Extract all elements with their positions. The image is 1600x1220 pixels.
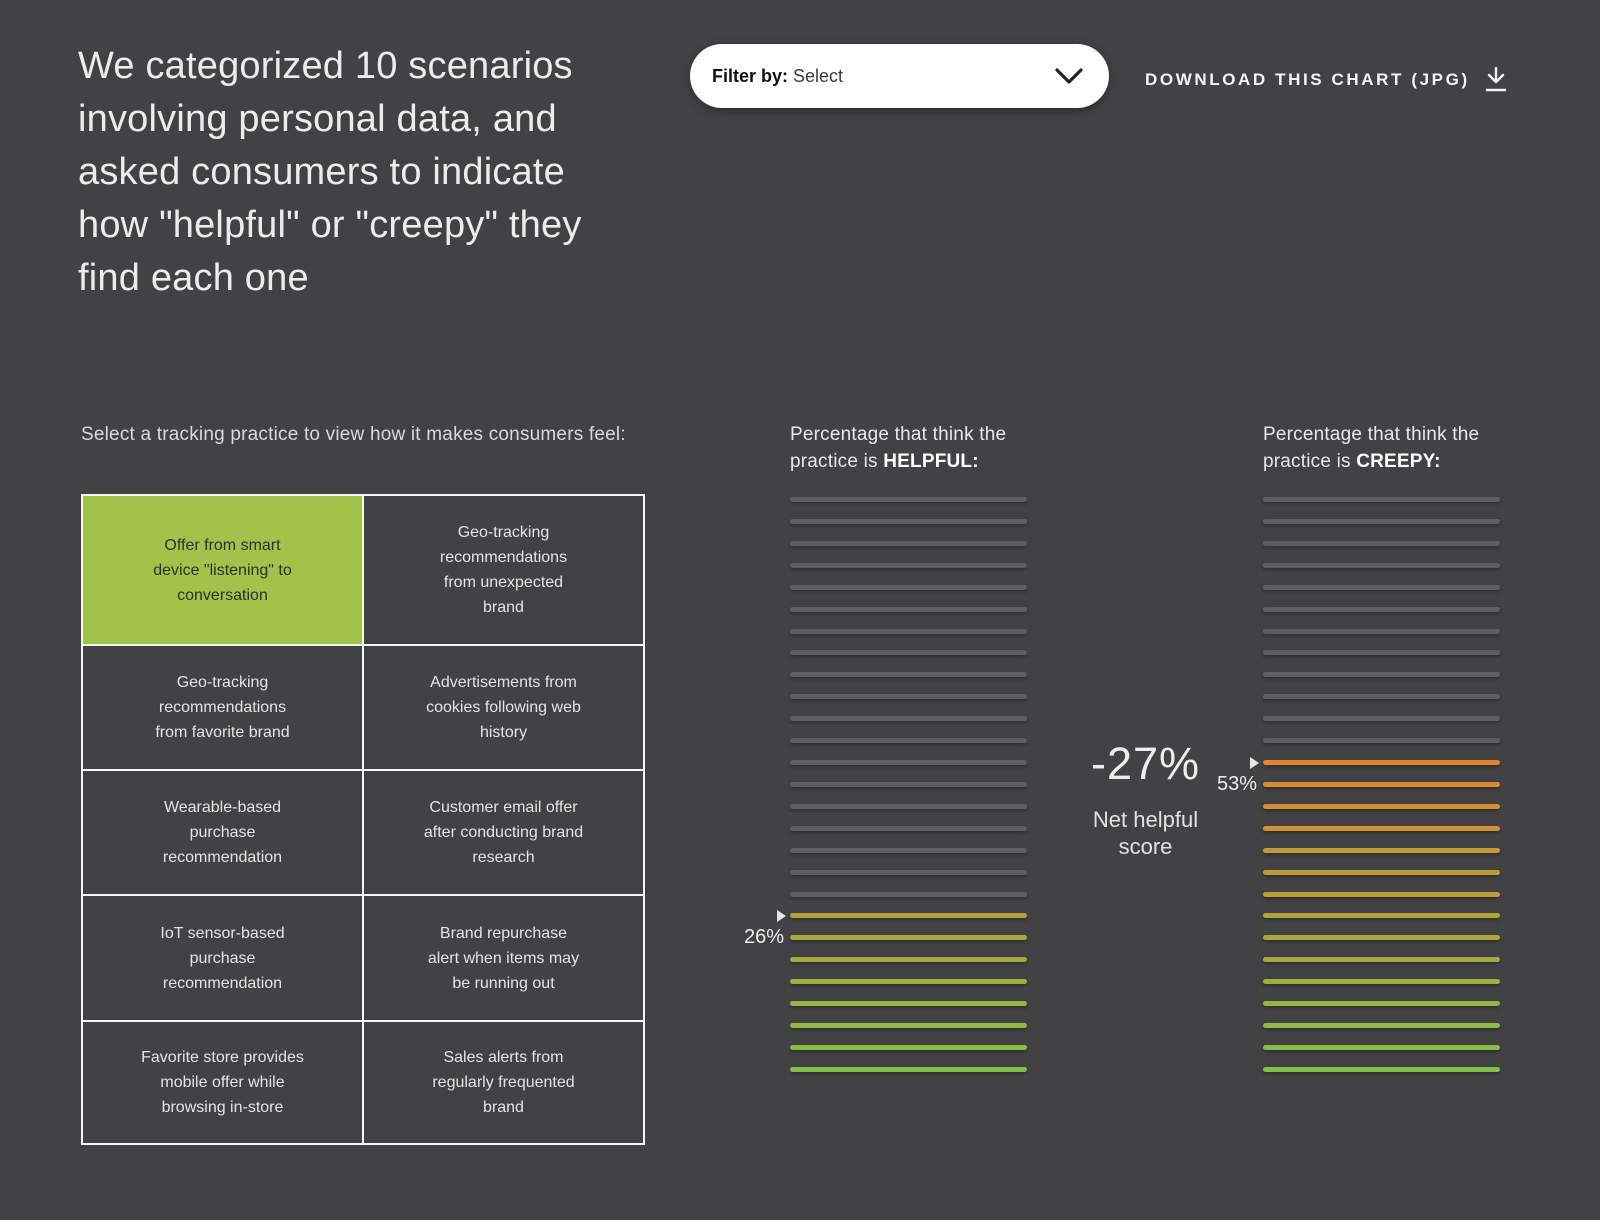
percent-line bbox=[1263, 1001, 1500, 1007]
percent-line bbox=[790, 628, 1027, 634]
percent-line bbox=[790, 562, 1027, 568]
filter-dropdown[interactable]: Filter by: Select bbox=[690, 44, 1109, 108]
percent-line bbox=[1263, 518, 1500, 524]
percent-line bbox=[1263, 672, 1500, 678]
percent-line bbox=[790, 847, 1027, 853]
percent-line bbox=[790, 913, 1027, 919]
practice-grid: Offer from smart device "listening" to c… bbox=[81, 494, 645, 1145]
chevron-down-icon bbox=[1055, 67, 1083, 84]
practice-cell-1[interactable]: Offer from smart device "listening" to c… bbox=[83, 496, 362, 644]
percent-line bbox=[1263, 979, 1500, 985]
pointer-percent-label: 26% bbox=[743, 926, 784, 949]
practice-cell-3[interactable]: Geo-tracking recommendations from favori… bbox=[83, 646, 362, 769]
percent-line bbox=[1263, 628, 1500, 634]
percent-line bbox=[790, 1045, 1027, 1050]
net-score-label: Net helpful score bbox=[1092, 807, 1199, 859]
percent-line bbox=[790, 1001, 1027, 1007]
pointer-triangle-icon bbox=[1250, 756, 1259, 769]
percent-line bbox=[790, 1023, 1027, 1029]
percent-line bbox=[790, 694, 1027, 700]
percent-line bbox=[1263, 1066, 1500, 1072]
percent-line bbox=[790, 825, 1027, 831]
percent-line bbox=[1263, 716, 1500, 722]
percent-line bbox=[1263, 650, 1500, 656]
percent-line bbox=[1263, 891, 1500, 897]
net-score-value: -27% bbox=[1090, 738, 1201, 789]
filter-dropdown-label: Filter by: Select bbox=[712, 65, 844, 86]
percent-line bbox=[1263, 935, 1500, 941]
percent-line bbox=[790, 1066, 1027, 1072]
percent-line bbox=[790, 738, 1027, 744]
practice-cell-10[interactable]: Sales alerts from regularly frequented b… bbox=[364, 1022, 643, 1143]
download-chart-label: DOWNLOAD THIS CHART (JPG) bbox=[1145, 70, 1470, 89]
percent-line bbox=[790, 606, 1027, 612]
percent-line bbox=[790, 957, 1027, 963]
helpful-column-heading: Percentage that think the practice is HE… bbox=[790, 424, 1007, 472]
percent-line bbox=[1263, 760, 1500, 766]
percent-line bbox=[790, 716, 1027, 722]
percent-line bbox=[790, 760, 1027, 766]
net-helpful-score: -27% Net helpful score bbox=[1058, 741, 1233, 860]
percent-line bbox=[790, 781, 1027, 787]
percent-line bbox=[790, 540, 1027, 546]
pointer-percent-label: 53% bbox=[1216, 773, 1257, 796]
percent-line bbox=[1263, 540, 1500, 546]
download-chart-button[interactable]: DOWNLOAD THIS CHART (JPG) bbox=[1145, 62, 1508, 98]
percent-line bbox=[1263, 781, 1500, 787]
percent-line bbox=[790, 935, 1027, 941]
creepy-pictogram-chart: 53% bbox=[1217, 497, 1500, 1073]
percent-line bbox=[1263, 1045, 1500, 1050]
percent-line bbox=[1263, 913, 1500, 919]
percent-line bbox=[790, 672, 1027, 678]
percent-line bbox=[1263, 803, 1500, 809]
practice-cell-6[interactable]: Customer email offer after conducting br… bbox=[364, 771, 643, 894]
practice-cell-2[interactable]: Geo-tracking recommendations from unexpe… bbox=[364, 496, 643, 644]
practice-cell-5[interactable]: Wearable-based purchase recommendation bbox=[83, 771, 362, 894]
percent-line bbox=[1263, 738, 1500, 744]
percent-line bbox=[790, 650, 1027, 656]
percent-line bbox=[790, 497, 1027, 502]
page-title: We categorized 10 scenarios involving pe… bbox=[78, 45, 582, 299]
percent-line bbox=[1263, 1023, 1500, 1029]
percent-line bbox=[790, 979, 1027, 985]
percent-line bbox=[1263, 847, 1500, 853]
practice-cell-8[interactable]: Brand repurchase alert when items may be… bbox=[364, 896, 643, 1020]
practice-cell-9[interactable]: Favorite store provides mobile offer whi… bbox=[83, 1022, 362, 1143]
practice-cell-7[interactable]: IoT sensor-based purchase recommendation bbox=[83, 896, 362, 1020]
creepy-column-heading: Percentage that think the practice is CR… bbox=[1263, 424, 1480, 472]
percent-line bbox=[790, 891, 1027, 897]
helpful-pictogram-chart: 26% bbox=[744, 497, 1027, 1073]
download-icon bbox=[1485, 67, 1506, 92]
selector-prompt: Select a tracking practice to view how i… bbox=[81, 424, 626, 445]
percent-line bbox=[1263, 869, 1500, 875]
percent-line bbox=[1263, 606, 1500, 612]
percent-line bbox=[790, 518, 1027, 524]
percent-line bbox=[790, 803, 1027, 809]
practice-cell-4[interactable]: Advertisements from cookies following we… bbox=[364, 646, 643, 769]
percent-line bbox=[1263, 562, 1500, 568]
percent-line bbox=[790, 584, 1027, 590]
percent-line bbox=[1263, 957, 1500, 963]
percent-line bbox=[1263, 584, 1500, 590]
percent-line bbox=[1263, 825, 1500, 831]
percent-line bbox=[790, 869, 1027, 875]
pointer-triangle-icon bbox=[777, 909, 786, 922]
percent-line bbox=[1263, 694, 1500, 700]
percent-line bbox=[1263, 497, 1500, 502]
